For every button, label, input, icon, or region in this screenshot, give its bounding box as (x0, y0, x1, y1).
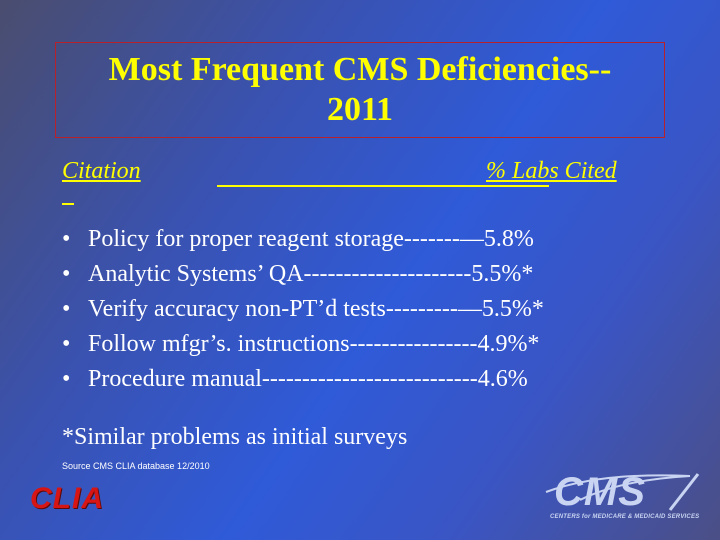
slide-title: Most Frequent CMS Deficiencies-- 2011 (55, 42, 665, 138)
cms-logo-text: CMS (554, 470, 646, 514)
table-header: Citation % Labs Cited (62, 158, 638, 188)
title-line-1: Most Frequent CMS Deficiencies-- (108, 51, 612, 88)
bullet-icon: • (62, 296, 71, 322)
bullet-icon: • (62, 261, 71, 287)
header-dash (62, 203, 74, 205)
labs-cited-header: % Labs Cited (486, 158, 617, 184)
bullet-icon: • (62, 366, 71, 392)
source-note: Source CMS CLIA database 12/2010 (62, 461, 210, 471)
clia-logo: CLIA (30, 482, 104, 515)
cms-logo: CMS CENTERS for MEDICARE & MEDICAID SERV… (540, 470, 710, 530)
bullet-icon: • (62, 226, 71, 252)
deficiency-text: Follow mfgr’s. instructions-------------… (88, 331, 540, 357)
title-line-2: 2011 (326, 91, 394, 128)
footnote: *Similar problems as initial surveys (62, 424, 408, 450)
cms-swoosh-icon (545, 473, 700, 511)
header-underline (217, 185, 549, 187)
deficiency-text: Verify accuracy non-PT’d tests---------—… (88, 296, 544, 322)
citation-header: Citation (62, 158, 141, 184)
bullet-icon: • (62, 331, 71, 357)
deficiency-text: Policy for proper reagent storage-------… (88, 226, 534, 252)
deficiency-text: Procedure manual------------------------… (88, 366, 528, 392)
cms-logo-subtitle: CENTERS for MEDICARE & MEDICAID SERVICES (550, 514, 700, 520)
deficiency-text: Analytic Systems’ QA--------------------… (88, 261, 534, 287)
